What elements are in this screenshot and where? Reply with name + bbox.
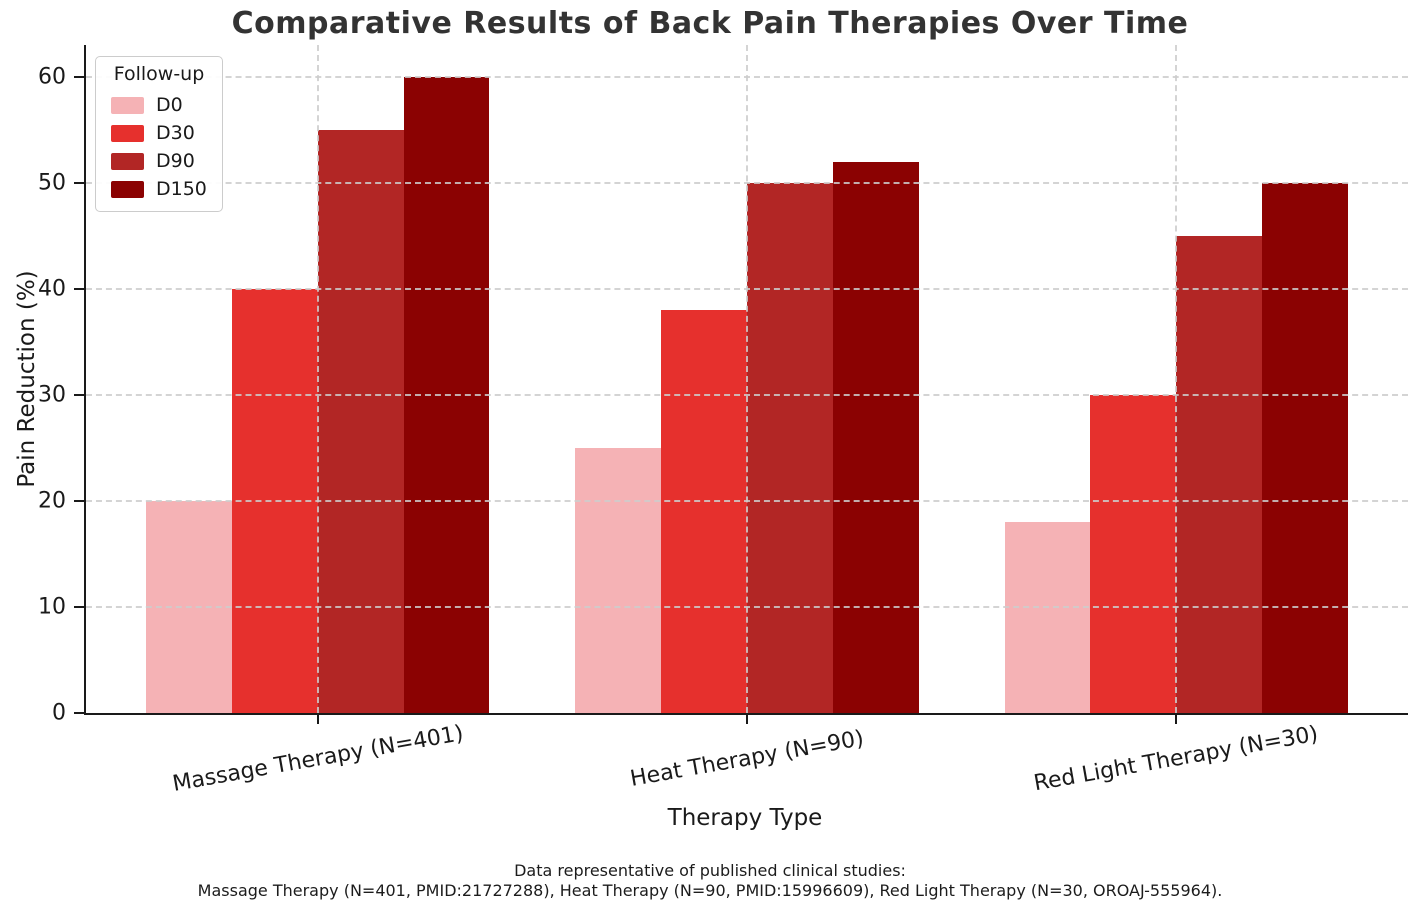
y-tick-label: 60 [38, 64, 66, 90]
y-axis-label: Pain Reduction (%) [14, 270, 40, 488]
y-tick-label: 20 [38, 488, 66, 514]
bar-d0 [1004, 522, 1091, 713]
gridline-vertical [746, 45, 748, 713]
legend-label: D150 [156, 178, 207, 200]
x-tick-label: Red Light Therapy (N=30) [1032, 721, 1321, 797]
y-tick-mark [74, 605, 84, 608]
y-tick-label: 50 [38, 170, 66, 196]
x-tick-mark [316, 715, 319, 724]
y-tick-label: 40 [38, 276, 66, 302]
x-tick-label: Heat Therapy (N=90) [628, 726, 866, 792]
legend-title: Follow-up [113, 63, 205, 85]
bar-d90 [747, 182, 833, 713]
legend-swatch-d30 [111, 124, 144, 142]
bar-d90 [1176, 235, 1263, 713]
bar-d150 [1262, 182, 1348, 713]
legend: Follow-up D0 D30 D90 D150 [95, 56, 223, 212]
y-tick-mark [74, 712, 84, 714]
footer-note: Data representative of published clinica… [0, 861, 1420, 901]
chart-title: Comparative Results of Back Pain Therapi… [231, 6, 1189, 41]
legend-item-d0: D0 [96, 91, 222, 119]
bar-d30 [661, 310, 747, 713]
legend-label: D90 [156, 150, 195, 172]
y-tick-mark [74, 181, 84, 184]
y-tick-label: 10 [38, 594, 66, 620]
legend-swatch-d90 [111, 152, 144, 170]
footer-line-2: Massage Therapy (N=401, PMID:21727288), … [197, 881, 1223, 900]
y-tick-mark [74, 393, 84, 396]
x-axis-label: Therapy Type [667, 805, 823, 831]
legend-label: D0 [156, 94, 183, 116]
footer-line-1: Data representative of published clinica… [514, 861, 906, 880]
bar-d90 [317, 129, 404, 713]
y-tick-mark [74, 75, 84, 78]
y-tick-label: 30 [38, 382, 66, 408]
legend-items: D0 D30 D90 D150 [96, 91, 222, 203]
legend-item-d90: D90 [96, 147, 222, 175]
legend-item-d30: D30 [96, 119, 222, 147]
bar-d0 [575, 447, 662, 713]
gridline-vertical [316, 45, 319, 713]
y-tick-label: 0 [52, 700, 66, 726]
legend-label: D30 [156, 122, 195, 144]
x-tick-mark [746, 715, 748, 724]
x-tick-mark [1175, 715, 1178, 724]
x-tick-label: Massage Therapy (N=401) [170, 721, 466, 797]
bar-d30 [1090, 394, 1177, 713]
legend-swatch-d0 [111, 96, 144, 114]
y-tick-mark [74, 499, 84, 502]
gridline-vertical [1175, 45, 1178, 713]
legend-swatch-d150 [111, 180, 144, 198]
y-tick-mark [74, 287, 84, 290]
plot-area: 0 10 20 30 40 50 60 Massage Therapy (N=401) Heat… [38, 45, 1408, 797]
bar-d150 [832, 161, 919, 713]
legend-item-d150: D150 [96, 175, 222, 203]
